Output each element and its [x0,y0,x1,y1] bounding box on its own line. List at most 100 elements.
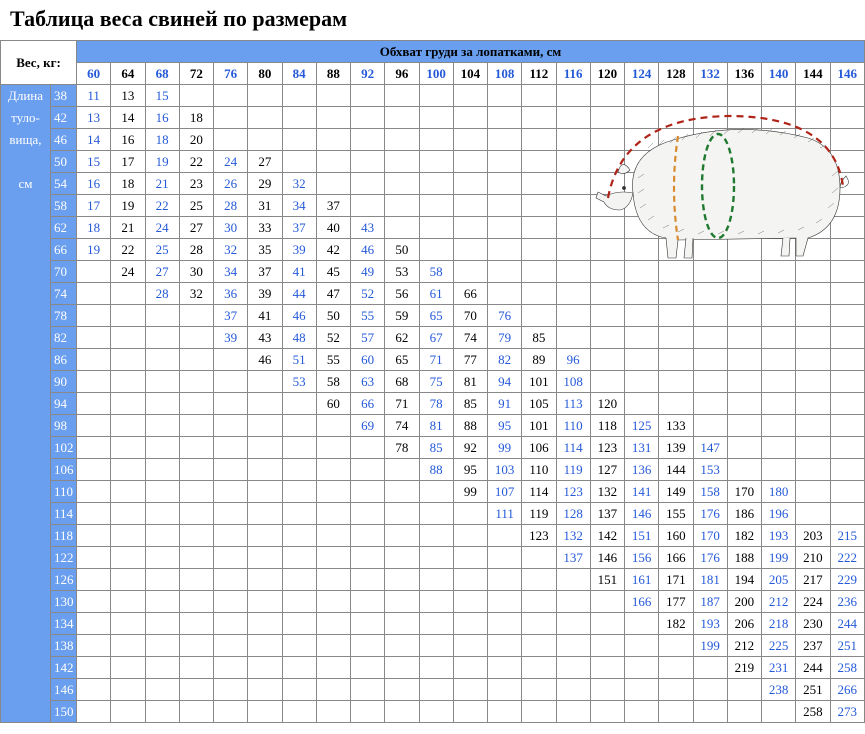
table-row: вища,4614161820 [1,129,865,151]
data-cell [214,569,248,591]
data-cell: 32 [179,283,213,305]
data-cell [214,657,248,679]
data-cell [419,217,453,239]
data-cell [453,547,487,569]
data-cell [590,305,624,327]
data-cell: 85 [453,393,487,415]
data-cell [351,481,385,503]
col-header: 68 [145,63,179,85]
data-cell [659,239,693,261]
col-header: 108 [488,63,522,85]
data-cell [316,547,350,569]
data-cell [556,569,590,591]
data-cell: 14 [77,129,111,151]
data-cell [248,569,282,591]
data-cell [625,327,659,349]
weight-table: Вес, кг: Обхват груди за лопатками, см 6… [0,40,865,723]
data-cell: 33 [248,217,282,239]
data-cell [214,525,248,547]
side-label-cell [1,679,51,701]
data-cell [179,591,213,613]
data-cell: 215 [830,525,865,547]
data-cell [316,437,350,459]
data-cell: 99 [488,437,522,459]
data-cell: 32 [214,239,248,261]
data-cell [590,107,624,129]
data-cell [590,657,624,679]
row-label: 74 [51,283,77,305]
data-cell [762,261,796,283]
data-cell [488,195,522,217]
data-cell: 15 [145,85,179,107]
data-cell [590,239,624,261]
data-cell [77,261,111,283]
data-cell [556,657,590,679]
data-cell [316,459,350,481]
data-cell [488,239,522,261]
data-cell [419,107,453,129]
data-cell: 106 [522,437,556,459]
data-cell: 13 [111,85,145,107]
data-cell: 57 [351,327,385,349]
data-cell [145,547,179,569]
data-cell [214,371,248,393]
table-row: 114111119128137146155176186196 [1,503,865,525]
data-cell [145,679,179,701]
col-header: 120 [590,63,624,85]
data-cell [351,657,385,679]
data-cell [659,371,693,393]
data-cell [762,239,796,261]
data-cell [693,657,727,679]
data-cell [282,635,316,657]
data-cell [351,503,385,525]
data-cell: 65 [385,349,419,371]
data-cell [77,657,111,679]
data-cell: 18 [145,129,179,151]
data-cell [77,569,111,591]
data-cell [796,437,830,459]
data-cell: 103 [488,459,522,481]
data-cell [77,393,111,415]
data-cell: 44 [282,283,316,305]
data-cell [556,613,590,635]
side-label-cell: вища, [1,129,51,151]
col-header: 80 [248,63,282,85]
data-cell: 46 [282,305,316,327]
data-cell: 37 [282,217,316,239]
data-cell [248,525,282,547]
data-cell: 123 [522,525,556,547]
data-cell: 16 [111,129,145,151]
data-cell: 113 [556,393,590,415]
data-cell: 176 [693,503,727,525]
data-cell [522,239,556,261]
data-cell: 203 [796,525,830,547]
data-cell: 218 [762,613,796,635]
data-cell [830,349,865,371]
data-cell [179,393,213,415]
table-row: 94606671788591105113120 [1,393,865,415]
col-header: 136 [727,63,761,85]
data-cell [419,239,453,261]
data-cell [145,393,179,415]
data-cell [522,85,556,107]
data-cell [693,129,727,151]
data-cell [282,129,316,151]
side-label-cell [1,547,51,569]
data-cell [77,459,111,481]
data-cell: 35 [248,239,282,261]
data-cell [762,305,796,327]
col-header: 96 [385,63,419,85]
data-cell [727,459,761,481]
data-cell [282,569,316,591]
data-cell: 67 [419,327,453,349]
side-label-cell [1,305,51,327]
data-cell [488,525,522,547]
data-cell: 71 [385,393,419,415]
data-cell: 60 [351,349,385,371]
data-cell [625,107,659,129]
row-label: 110 [51,481,77,503]
data-cell [488,151,522,173]
data-cell: 46 [248,349,282,371]
data-cell: 206 [727,613,761,635]
data-cell [214,591,248,613]
